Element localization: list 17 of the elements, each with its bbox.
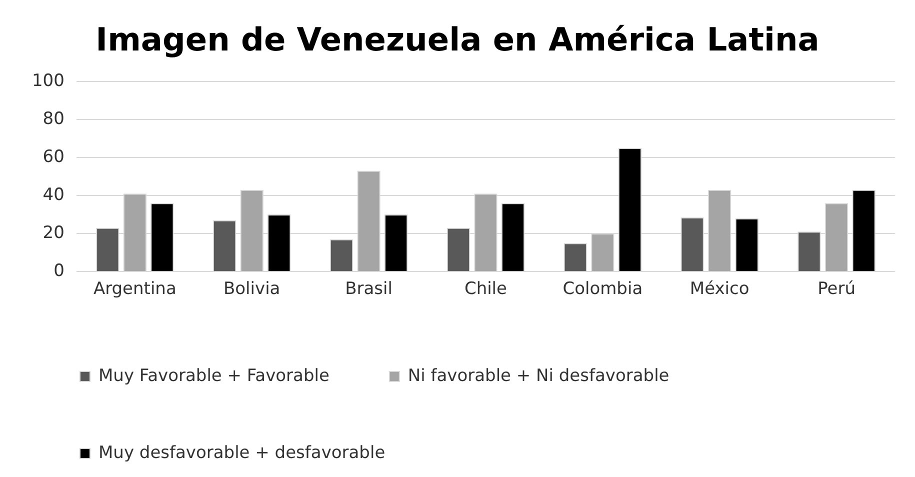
y-tick-label: 80: [42, 108, 64, 129]
y-tick-label: 100: [32, 70, 64, 91]
y-tick-label: 60: [42, 146, 64, 167]
y-tick-label: 40: [42, 184, 64, 205]
x-tick-label: México: [690, 279, 750, 300]
x-tick-label: Argentina: [93, 279, 176, 300]
x-tick-label: Chile: [464, 279, 508, 300]
legend-label: Muy Favorable + Favorable: [98, 366, 330, 386]
y-tick-label: 20: [42, 222, 64, 243]
legend-label: Ni favorable + Ni desfavorable: [408, 366, 670, 386]
chart-title: Imagen de Venezuela en América Latina: [96, 20, 820, 59]
y-tick-label: 0: [54, 261, 64, 282]
legend-label: Muy desfavorable + desfavorable: [98, 442, 386, 463]
x-tick-label: Bolivia: [223, 279, 280, 300]
x-tick-label: Perú: [818, 279, 856, 300]
x-tick-label: Colombia: [562, 279, 643, 300]
x-tick-label: Brasil: [345, 279, 392, 300]
